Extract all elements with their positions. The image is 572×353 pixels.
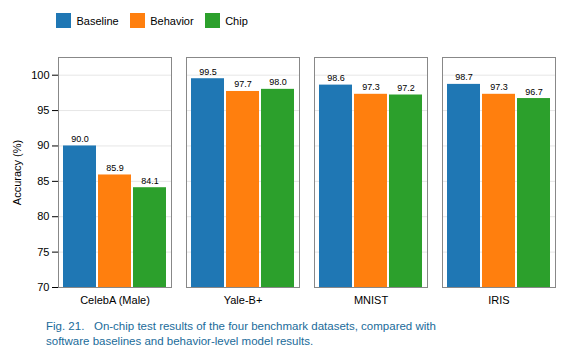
svg-text:MNIST: MNIST [354,294,389,306]
svg-text:Yale-B+: Yale-B+ [224,294,263,306]
svg-text:85.9: 85.9 [106,162,124,172]
svg-text:75: 75 [37,245,49,257]
svg-text:98.0: 98.0 [269,77,287,87]
svg-text:Accuracy (%): Accuracy (%) [11,139,23,204]
svg-text:80: 80 [37,210,49,222]
svg-text:97.7: 97.7 [234,79,252,89]
svg-text:CelebA (Male): CelebA (Male) [80,294,150,306]
svg-text:97.3: 97.3 [490,82,508,92]
svg-text:97.3: 97.3 [362,82,380,92]
html-text:Fig. 21. On-chip test results: Fig. 21. On-chip test results of the fou… [46,319,436,332]
svg-text:85: 85 [37,174,49,186]
svg-text:99.5: 99.5 [199,66,217,76]
svg-text:70: 70 [37,281,49,293]
html-text:Chip: Chip [225,14,248,27]
svg-text:90.0: 90.0 [71,133,89,143]
svg-text:96.7: 96.7 [525,86,543,96]
html-text:Baseline: Baseline [76,14,119,27]
svg-text:IRIS: IRIS [488,294,509,306]
svg-text:98.6: 98.6 [327,73,345,83]
html-text:software baselines and behavio: software baselines and behavior-level mo… [46,334,314,347]
svg-text:95: 95 [37,104,49,116]
svg-text:84.1: 84.1 [141,175,159,185]
html-text:Behavior: Behavior [150,14,194,27]
svg-text:97.2: 97.2 [397,83,415,93]
svg-text:100: 100 [31,68,49,80]
svg-text:90: 90 [37,139,49,151]
svg-text:98.7: 98.7 [455,72,473,82]
